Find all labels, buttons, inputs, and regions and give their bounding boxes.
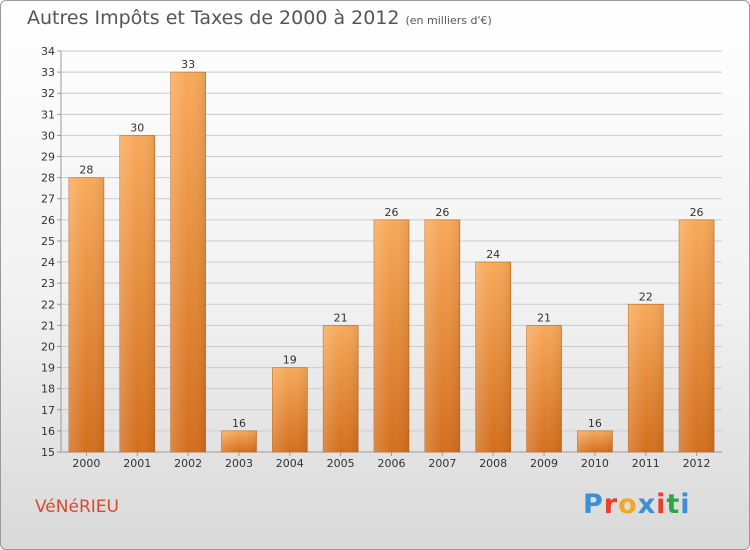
bar-shade xyxy=(577,430,613,452)
bar-value-label: 26 xyxy=(435,206,449,219)
bar-value-label: 24 xyxy=(486,248,500,261)
logo-letter: P xyxy=(583,489,604,520)
y-tick-label: 26 xyxy=(41,214,55,227)
bar-shade xyxy=(170,72,206,453)
x-tick-label: 2008 xyxy=(479,457,507,470)
logo-letter: t xyxy=(666,489,681,520)
y-tick-label: 16 xyxy=(41,425,55,438)
x-tick-label: 2006 xyxy=(378,457,406,470)
bar-value-label: 19 xyxy=(283,354,297,367)
y-tick-label: 17 xyxy=(41,404,55,417)
logo-letter: r xyxy=(603,489,619,520)
x-tick-label: 2007 xyxy=(428,457,456,470)
bar-value-label: 22 xyxy=(639,290,653,303)
chart-title-text: Autres Impôts et Taxes de 2000 à 2012 xyxy=(27,7,400,29)
logo-letter: x xyxy=(637,489,657,520)
y-tick-label: 20 xyxy=(41,340,55,353)
chart-title: Autres Impôts et Taxes de 2000 à 2012 (en… xyxy=(27,7,492,29)
y-tick-label: 24 xyxy=(41,256,55,269)
bar-value-label: 33 xyxy=(181,58,195,71)
x-tick-label: 2003 xyxy=(225,457,253,470)
y-tick-label: 32 xyxy=(41,87,55,100)
y-tick-label: 30 xyxy=(41,129,55,142)
bar-shade xyxy=(526,325,562,452)
bar-shade xyxy=(374,219,409,452)
x-tick-label: 2002 xyxy=(174,457,202,470)
x-tick-label: 2010 xyxy=(581,457,609,470)
bar-value-label: 26 xyxy=(385,206,399,219)
bar-shade xyxy=(323,325,359,452)
y-tick-label: 15 xyxy=(41,446,55,459)
x-tick-label: 2011 xyxy=(632,457,660,470)
bar-value-label: 30 xyxy=(130,121,144,134)
chart-subtitle: (en milliers d'€) xyxy=(405,14,492,27)
y-tick-label: 31 xyxy=(41,108,55,121)
town-name: VéNéRIEU xyxy=(35,497,119,517)
bar-value-label: 26 xyxy=(690,206,704,219)
bar-shade xyxy=(272,367,308,452)
bar-shade xyxy=(119,135,155,452)
x-tick-label: 2004 xyxy=(276,457,304,470)
y-tick-label: 19 xyxy=(41,362,55,375)
bar-shade xyxy=(68,177,104,452)
y-tick-label: 29 xyxy=(41,151,55,164)
bar-value-label: 16 xyxy=(232,417,246,430)
x-tick-label: 2009 xyxy=(530,457,558,470)
bar-value-label: 21 xyxy=(334,311,348,324)
bar-shade xyxy=(475,262,511,452)
bar-shade xyxy=(221,430,257,452)
bar-shade xyxy=(424,219,460,452)
y-tick-label: 21 xyxy=(41,319,55,332)
proxiti-logo[interactable]: Proxiti xyxy=(583,489,691,520)
bar-value-label: 16 xyxy=(588,417,602,430)
y-tick-label: 34 xyxy=(41,45,55,58)
logo-letter: i xyxy=(656,489,667,520)
logo-letter: i xyxy=(680,489,691,520)
y-tick-label: 33 xyxy=(41,66,55,79)
y-tick-label: 23 xyxy=(41,277,55,290)
x-tick-label: 2012 xyxy=(683,457,711,470)
y-tick-label: 27 xyxy=(41,193,55,206)
y-tick-label: 25 xyxy=(41,235,55,248)
y-tick-label: 22 xyxy=(41,298,55,311)
x-tick-label: 2001 xyxy=(123,457,151,470)
bar-value-label: 21 xyxy=(537,311,551,324)
bar-value-label: 28 xyxy=(79,164,93,177)
x-tick-label: 2000 xyxy=(72,457,100,470)
y-tick-label: 18 xyxy=(41,383,55,396)
y-tick-label: 28 xyxy=(41,172,55,185)
bar-shade xyxy=(628,304,664,452)
bar-shade xyxy=(679,219,715,452)
x-tick-label: 2005 xyxy=(327,457,355,470)
logo-letter: o xyxy=(618,489,638,520)
